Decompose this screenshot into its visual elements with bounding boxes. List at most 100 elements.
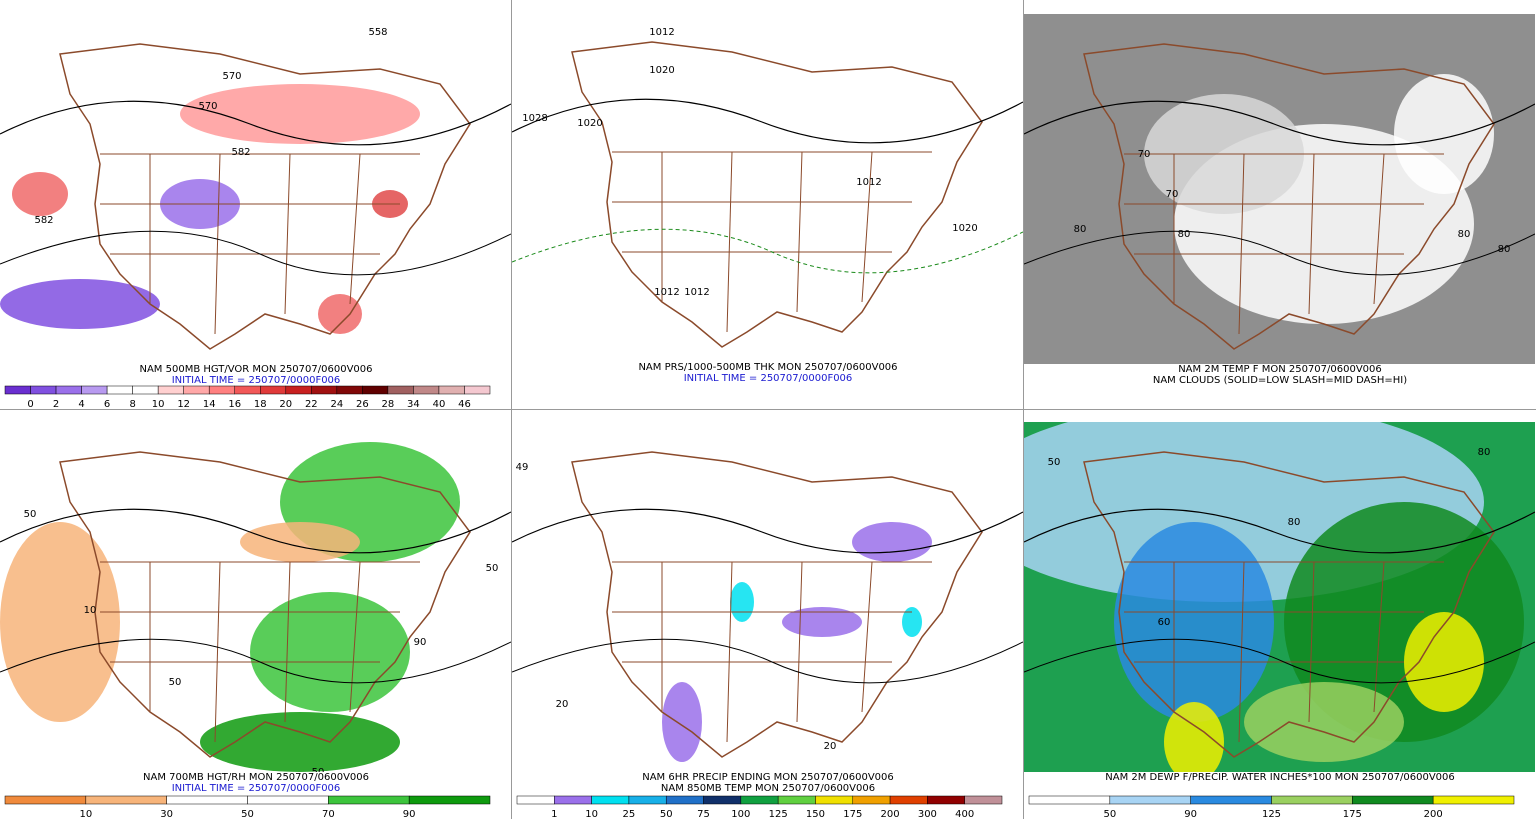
contour [512,508,1023,554]
field-area [1394,74,1494,194]
map: 558 570 582 582 570 [0,14,511,364]
colorbar-swatch [81,385,108,395]
colorbar-swatch [927,795,965,805]
colorbar-label: 10 [79,809,92,819]
colorbar-swatch [1352,795,1434,805]
colorbar-swatch [665,795,704,805]
colorbar-swatch [628,795,667,805]
colorbar-label: 0 [27,399,33,410]
border [726,151,733,333]
contour-label: 50 [24,509,37,520]
map-content: 49 20 20 [512,451,1023,762]
coastline [59,43,471,350]
colorbar-label: 14 [203,399,216,410]
contour [0,638,511,684]
contour-label: 60 [1158,617,1171,628]
contour-label: 80 [1458,229,1471,240]
colorbar-label: 25 [623,809,636,819]
colorbar-label: 400 [955,809,974,819]
map-content: 1012 1020 1028 1020 1012 1012 1012 1020 [512,27,1023,348]
caption: NAM 2M DEWP F/PRECIP. WATER INCHES*100 M… [1105,772,1455,783]
colorbar-swatch [208,385,235,395]
coastline [1083,451,1495,758]
colorbar-label: 28 [382,399,395,410]
coastline [1083,43,1495,350]
contour [0,230,511,276]
contour-label: 582 [34,215,53,226]
contour-label: 70 [1138,149,1151,160]
colorbar-swatch [964,795,1003,805]
map-content: 80 70 80 80 80 70 [1024,43,1535,350]
colorbar-swatch [1432,795,1515,805]
colorbar-label: 200 [881,809,900,819]
caption: NAM 850MB TEMP MON 250707/0600V006 [661,783,875,794]
field-area [1114,522,1274,722]
colorbar-swatch [362,385,389,395]
border [796,151,803,313]
colorbar-label: 175 [843,809,862,819]
field-area [318,294,362,334]
contour-label: 50 [1048,457,1061,468]
caption: NAM 6HR PRECIP ENDING MON 250707/0600V00… [642,772,894,783]
contour-label: 570 [198,101,217,112]
caption: INITIAL TIME = 250707/0000F006 [684,373,853,384]
contour-label: 1020 [952,223,977,234]
contour [0,100,511,146]
colorbar-label: 150 [806,809,825,819]
map: 80 70 80 80 80 70 [1024,14,1535,364]
border [796,561,803,723]
colorbar-label: 200 [1424,809,1443,819]
map-content: 50 10 90 50 50 50 [0,442,511,772]
colorbar-label: 1 [551,809,557,819]
colorbar-swatch [815,795,854,805]
colorbar-swatch [740,795,779,805]
colorbar-swatch [260,385,287,395]
colorbar-label: 20 [279,399,292,410]
border [861,151,873,303]
field-area [852,522,932,562]
colorbar-swatch [247,795,329,805]
panel: 1012 1020 1028 1020 1012 1012 1012 1020 NAM PRS/… [512,12,1023,384]
colorbar-label: 26 [356,399,369,410]
colorbar-label: 100 [731,809,750,819]
panel: 80 70 80 80 80 70 NAM 2M TEMP F MON 250707/060… [1024,14,1535,386]
map: 50 60 80 80 [1024,422,1535,772]
colorbar-label: 50 [1103,809,1116,819]
contour-label: 1012 [649,27,674,38]
colorbar-swatch [30,385,57,395]
colorbar-label: 70 [322,809,335,819]
colorbar-label: 125 [1262,809,1281,819]
map-content: 558 570 582 582 570 [0,27,511,350]
contour-label: 20 [556,699,569,710]
border [284,561,291,723]
colorbar-swatch [55,385,82,395]
colorbar-label: 8 [129,399,135,410]
contour [512,638,1023,684]
colorbar-label: 90 [1184,809,1197,819]
contour [1024,100,1535,146]
colorbar-swatch [777,795,816,805]
border [861,561,873,713]
contour-label: 1020 [577,118,602,129]
contour-label: 80 [1478,447,1491,458]
contour-label: 80 [1074,224,1087,235]
colorbar-swatch [328,795,410,805]
field-area [782,607,862,637]
colorbar-swatch [591,795,630,805]
colorbar-swatch [1271,795,1353,805]
contour-label: 50 [486,563,499,574]
contour-label: 80 [1498,244,1511,255]
panel: 50 60 80 80 NAM 2M DEWP F/PRECIP. WATER INCH… [1024,422,1535,819]
colorbar-swatch [311,385,338,395]
field-area [180,84,420,144]
field-area [730,582,754,622]
contour-label: 1028 [522,113,547,124]
border [1308,153,1315,315]
contour-label: 1020 [649,65,674,76]
colorbar-label: 10 [152,399,165,410]
contour [512,228,1023,274]
coastline [571,451,983,758]
contour-label: 570 [222,71,241,82]
contour-label: 50 [169,677,182,688]
